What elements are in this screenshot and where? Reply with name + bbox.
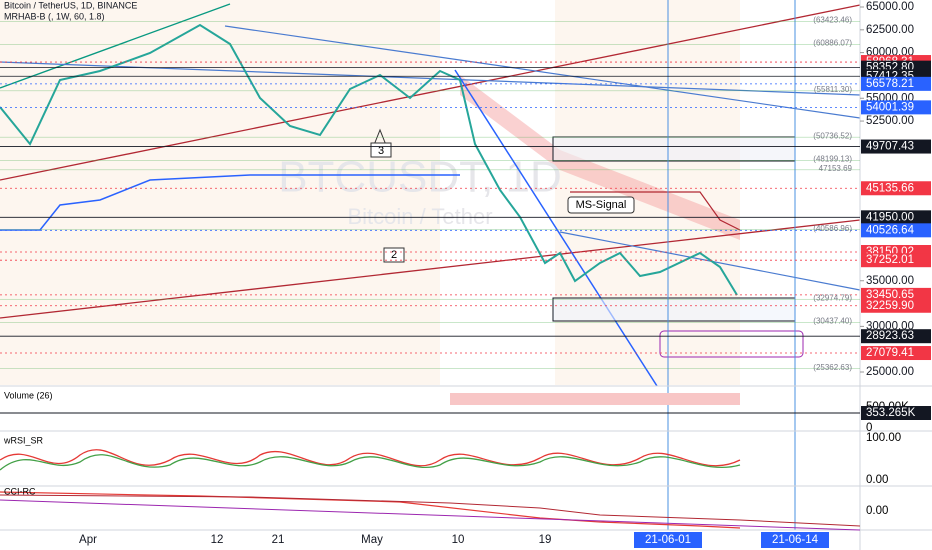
price-box (861, 210, 931, 225)
price-label: 45135.66 (866, 182, 914, 194)
level-label: (60886.07) (813, 39, 852, 48)
price-label: 62500.00 (866, 24, 914, 36)
price-box (861, 329, 931, 344)
level-label: (48199.13) (813, 154, 852, 163)
wave-label: 3 (378, 145, 384, 157)
time-label: 12 (211, 534, 224, 546)
callout-box (383, 247, 405, 263)
price-box (861, 223, 931, 238)
price-label: 56578.21 (866, 78, 914, 90)
price-label: 33450.65 (866, 289, 914, 301)
pane-title: Volume (26) (4, 390, 53, 400)
price-box (861, 181, 931, 196)
callout-box (567, 196, 635, 214)
price-label: 41950.00 (866, 211, 914, 223)
indicator-title: MRHAB-B (, 1W, 60, 1.8) (4, 11, 105, 21)
price-box (861, 76, 931, 91)
symbol-title: Bitcoin / TetherUS, 1D, BINANCE (4, 0, 137, 10)
price-label: 65000.00 (866, 1, 914, 13)
price-label: 54001.39 (866, 101, 914, 113)
cci-line (0, 499, 861, 531)
price-label: 52500.00 (866, 115, 914, 127)
zone-box (552, 297, 796, 322)
level-label: (63423.46) (813, 15, 852, 24)
rsi-tick: 0.00 (866, 474, 888, 486)
price-label: 32259.90 (866, 300, 914, 312)
pane-title: wRSI_SR (3, 435, 44, 445)
time-label: 21-06-01 (645, 534, 691, 546)
price-box (861, 298, 931, 313)
watermark-ticker: BTCUSDT, 1D (278, 153, 562, 202)
step-line (570, 191, 741, 231)
price-label: 28923.63 (866, 330, 914, 342)
trend-line (0, 219, 861, 319)
volume-tick: 353.265K (866, 407, 916, 419)
signal-label: MS-Signal (576, 199, 627, 211)
target-box (659, 330, 804, 358)
rsi-tick: 100.00 (866, 432, 901, 444)
rsi-line (0, 449, 741, 467)
time-label: 21-06-14 (772, 534, 819, 546)
cci-line (0, 491, 741, 529)
pane-title: CCI-RC (4, 486, 36, 496)
price-label: 37252.01 (866, 254, 914, 266)
ma-cloud (460, 75, 740, 240)
wave-label: 2 (391, 249, 397, 261)
time-label: Apr (79, 534, 97, 546)
trend-line (224, 25, 861, 119)
band (0, 0, 440, 385)
step-line (0, 174, 460, 231)
price-label: 49707.43 (866, 141, 914, 153)
level-label: (32974.79) (813, 293, 852, 302)
level-label: (25362.63) (813, 363, 852, 372)
volume-tick: 0 (866, 422, 872, 434)
level-label: 47153.69 (819, 164, 853, 173)
price-box (861, 139, 931, 154)
price-label: 27079.41 (866, 347, 914, 359)
time-label: 10 (452, 534, 465, 546)
level-label: (55811.30) (814, 85, 852, 94)
date-highlight (761, 532, 829, 548)
trend-line (454, 69, 658, 387)
volume-ma (450, 393, 740, 405)
price-box (861, 346, 931, 361)
date-highlight (634, 532, 702, 548)
time-label: 21 (272, 534, 285, 546)
level-label: (30437.40) (813, 316, 852, 325)
level-label: (40586.96) (813, 224, 852, 233)
cci-line (0, 494, 861, 527)
watermark-name: Bitcoin / Tether (347, 204, 492, 229)
level-label: (50736.52) (813, 131, 852, 140)
cci-tick: 0.00 (866, 505, 888, 517)
rsi-line (0, 454, 741, 471)
trend-line (0, 3, 231, 89)
price-path (0, 23, 738, 296)
price-label: 25000.00 (866, 366, 914, 378)
time-label: 19 (539, 534, 552, 546)
price-label: 40526.64 (866, 224, 915, 236)
zone-box (552, 136, 796, 162)
trend-line (0, 4, 861, 181)
value-box (861, 406, 931, 420)
time-label: May (361, 534, 383, 546)
price-box (861, 100, 931, 115)
price-box (861, 253, 931, 268)
price-label: 35000.00 (866, 275, 914, 287)
